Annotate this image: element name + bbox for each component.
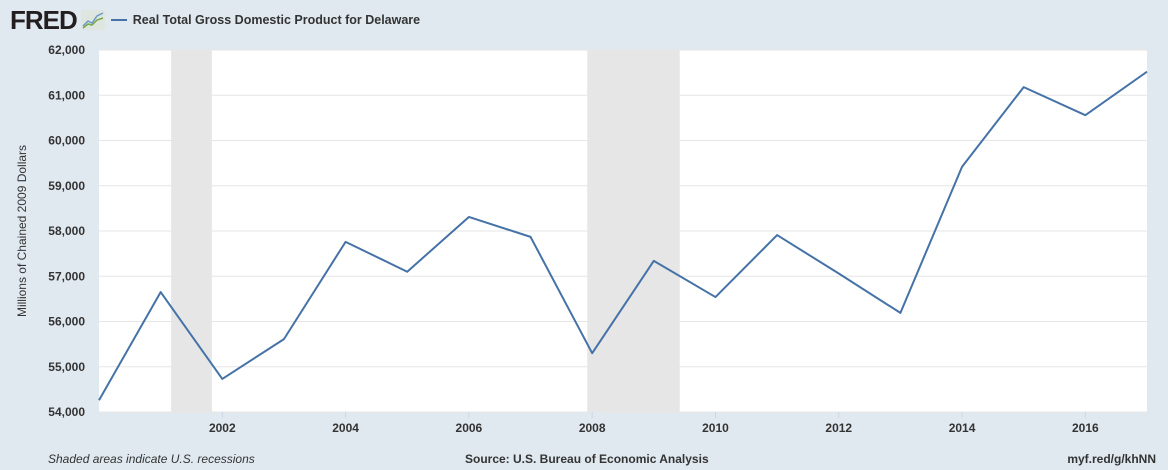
x-tick-label: 2014 bbox=[949, 421, 976, 435]
chart-header: FRED Real Total Gross Domestic Product f… bbox=[10, 4, 421, 35]
y-tick-label: 55,000 bbox=[48, 360, 85, 374]
recession-note: Shaded areas indicate U.S. recessions bbox=[48, 452, 255, 466]
data-point bbox=[775, 233, 779, 237]
data-point bbox=[898, 311, 902, 315]
data-point bbox=[467, 215, 471, 219]
data-point bbox=[405, 270, 409, 274]
y-tick-label: 60,000 bbox=[48, 134, 85, 148]
y-tick-label: 59,000 bbox=[48, 179, 85, 193]
fred-logo: FRED bbox=[10, 4, 78, 35]
y-tick-label: 58,000 bbox=[48, 224, 85, 238]
data-point bbox=[652, 259, 656, 263]
x-tick-label: 2016 bbox=[1072, 421, 1099, 435]
y-axis-label: Millions of Chained 2009 Dollars bbox=[15, 145, 29, 317]
data-point bbox=[1083, 113, 1087, 117]
data-point bbox=[97, 398, 101, 402]
data-point bbox=[529, 235, 533, 239]
legend-item[interactable]: Real Total Gross Domestic Product for De… bbox=[110, 13, 421, 27]
source-text: Source: U.S. Bureau of Economic Analysis bbox=[465, 452, 709, 466]
series-line bbox=[98, 70, 1148, 401]
short-link[interactable]: myf.red/g/khNN bbox=[1067, 452, 1156, 466]
legend-label: Real Total Gross Domestic Product for De… bbox=[132, 13, 421, 27]
x-tick-label: 2004 bbox=[332, 421, 359, 435]
x-tick-label: 2006 bbox=[456, 421, 483, 435]
y-tick-label: 57,000 bbox=[48, 269, 85, 283]
y-tick-label: 61,000 bbox=[48, 88, 85, 102]
x-tick-label: 2010 bbox=[702, 421, 729, 435]
data-point bbox=[159, 290, 163, 294]
fred-chart-icon bbox=[80, 10, 105, 30]
data-point bbox=[220, 377, 224, 381]
y-tick-label: 62,000 bbox=[48, 43, 85, 57]
data-point bbox=[1022, 85, 1026, 89]
x-tick-label: 2002 bbox=[209, 421, 236, 435]
data-point bbox=[282, 337, 286, 341]
data-point bbox=[590, 351, 594, 355]
x-tick-label: 2008 bbox=[579, 421, 606, 435]
data-point bbox=[1145, 70, 1149, 74]
y-tick-label: 56,000 bbox=[48, 315, 85, 329]
data-point bbox=[344, 240, 348, 244]
data-point bbox=[837, 272, 841, 276]
data-point bbox=[960, 165, 964, 169]
legend-swatch bbox=[110, 19, 127, 21]
data-point bbox=[713, 295, 717, 299]
y-tick-label: 54,000 bbox=[48, 405, 85, 419]
x-tick-label: 2012 bbox=[825, 421, 852, 435]
